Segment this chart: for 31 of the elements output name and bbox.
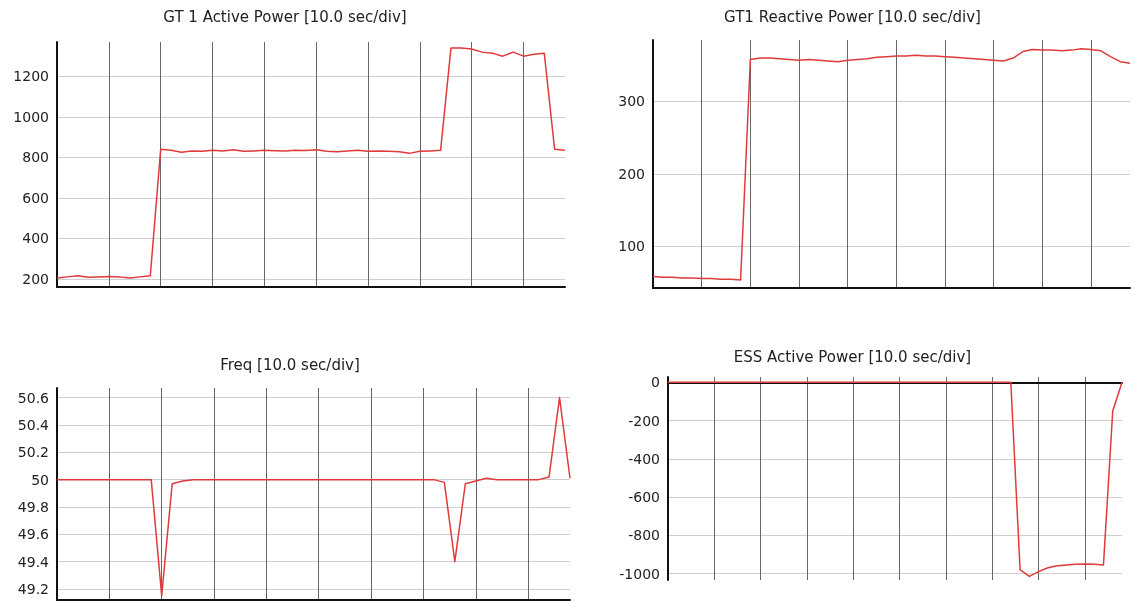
y-tick-label: 1000 [13, 108, 49, 125]
y-tick-label: 49.4 [17, 553, 50, 570]
chart-title: Freq [10.0 sec/div] [220, 355, 360, 374]
y-tick-label: 50.2 [17, 444, 49, 461]
y-tick-label: 49.2 [17, 581, 49, 598]
y-tick-label: -400 [628, 450, 660, 467]
line-series [56, 47, 566, 279]
y-tick-label: -600 [628, 489, 660, 506]
line-series [667, 381, 1123, 578]
y-tick-label: 0 [651, 374, 660, 391]
y-tick-label: 49.8 [17, 498, 49, 515]
y-tick-label: 300 [618, 93, 645, 110]
y-tick-label: 400 [22, 230, 49, 247]
line-series [652, 47, 1131, 281]
y-tick-label: 50 [31, 471, 49, 488]
line-series [56, 396, 571, 597]
y-tick-label: 50.6 [17, 389, 50, 406]
y-tick-label: -1000 [619, 565, 660, 582]
y-tick-label: 600 [22, 189, 49, 206]
y-tick-label: 100 [618, 238, 645, 255]
y-tick-label: 200 [22, 270, 49, 287]
y-tick-label: 50.4 [17, 416, 50, 433]
y-tick-label: 200 [618, 165, 645, 182]
y-tick-label: 1200 [13, 68, 49, 85]
chart-title: GT1 Reactive Power [10.0 sec/div] [724, 7, 981, 26]
chart-title: ESS Active Power [10.0 sec/div] [733, 347, 972, 366]
chart-title: GT 1 Active Power [10.0 sec/div] [163, 7, 407, 26]
y-tick-label: 49.6 [17, 526, 50, 543]
y-tick-label: 800 [22, 149, 49, 166]
y-tick-label: -800 [628, 527, 660, 544]
y-tick-label: -200 [628, 412, 660, 429]
